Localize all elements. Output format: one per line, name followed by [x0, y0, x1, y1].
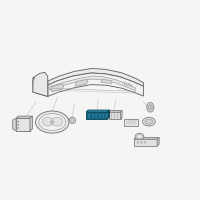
- Circle shape: [141, 142, 142, 143]
- Polygon shape: [134, 139, 157, 146]
- Polygon shape: [33, 81, 48, 96]
- Polygon shape: [109, 112, 121, 119]
- Polygon shape: [95, 113, 97, 118]
- Polygon shape: [107, 110, 109, 119]
- Polygon shape: [88, 113, 90, 118]
- Polygon shape: [86, 112, 107, 119]
- Polygon shape: [99, 113, 101, 118]
- Ellipse shape: [51, 121, 54, 123]
- Polygon shape: [102, 113, 104, 118]
- Circle shape: [69, 117, 76, 123]
- Polygon shape: [75, 79, 88, 86]
- Circle shape: [71, 119, 74, 122]
- Polygon shape: [157, 137, 159, 146]
- Polygon shape: [101, 79, 112, 84]
- Polygon shape: [51, 84, 64, 92]
- Polygon shape: [86, 110, 109, 112]
- Ellipse shape: [39, 114, 66, 131]
- Ellipse shape: [147, 103, 154, 112]
- Ellipse shape: [148, 105, 152, 110]
- Polygon shape: [48, 73, 143, 96]
- Polygon shape: [109, 110, 122, 112]
- Ellipse shape: [42, 117, 53, 126]
- Circle shape: [144, 142, 146, 143]
- Circle shape: [137, 142, 139, 143]
- Polygon shape: [134, 137, 159, 139]
- Polygon shape: [30, 116, 32, 131]
- Ellipse shape: [36, 111, 69, 133]
- Ellipse shape: [51, 117, 63, 126]
- Ellipse shape: [135, 133, 144, 140]
- Polygon shape: [16, 116, 32, 118]
- Circle shape: [17, 124, 19, 126]
- Polygon shape: [33, 77, 48, 85]
- Polygon shape: [124, 119, 138, 126]
- Polygon shape: [92, 113, 94, 118]
- Polygon shape: [48, 68, 143, 86]
- Circle shape: [17, 127, 19, 129]
- Ellipse shape: [143, 117, 155, 126]
- Polygon shape: [33, 72, 48, 96]
- Polygon shape: [16, 118, 30, 131]
- Ellipse shape: [137, 135, 142, 138]
- Polygon shape: [13, 118, 16, 131]
- Polygon shape: [106, 113, 108, 118]
- Ellipse shape: [145, 119, 153, 124]
- Polygon shape: [50, 76, 136, 91]
- Circle shape: [17, 121, 19, 122]
- Polygon shape: [121, 110, 122, 119]
